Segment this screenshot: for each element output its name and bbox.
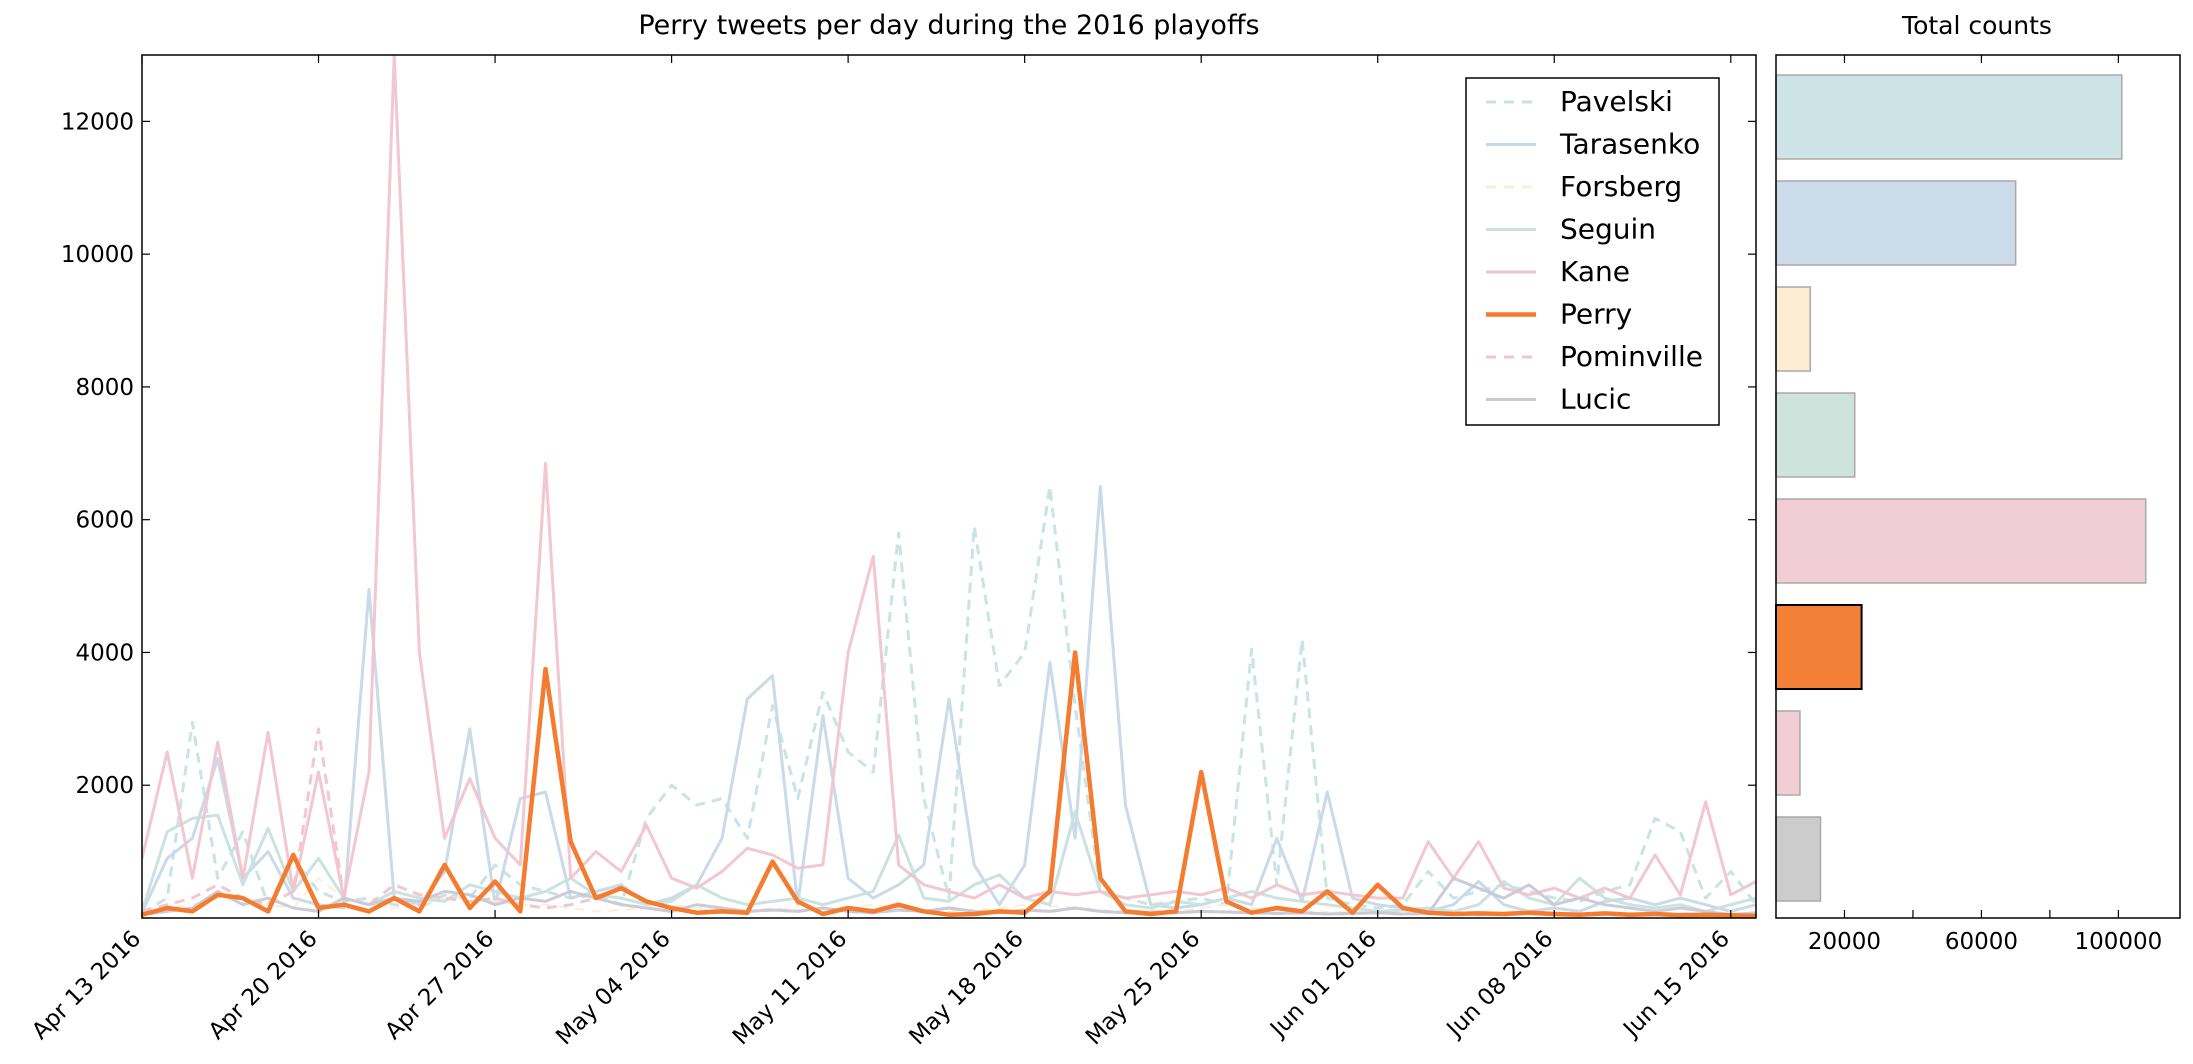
- x-tick-label: Jun 15 2016: [1617, 926, 1735, 1044]
- bar-tarasenko: [1775, 180, 2017, 266]
- x-tick-label: Jun 08 2016: [1441, 926, 1559, 1044]
- line-chart-title: Perry tweets per day during the 2016 pla…: [638, 10, 1259, 41]
- x-tick-label: Apr 20 2016: [204, 926, 323, 1045]
- bar-x-tick-label: 20000: [1808, 929, 1881, 955]
- y-tick-label: 2000: [75, 773, 134, 799]
- x-tick-label: Jun 01 2016: [1264, 926, 1382, 1044]
- x-tick-label: May 25 2016: [1081, 926, 1205, 1050]
- x-tick-label: Apr 13 2016: [27, 926, 146, 1045]
- legend-label: Kane: [1560, 255, 1630, 288]
- legend-label: Perry: [1560, 298, 1632, 331]
- bar-axes: 20000 60000 100000: [1775, 54, 2181, 955]
- series-line-lucic: [142, 876, 1756, 917]
- legend-label: Tarasenko: [1559, 128, 1700, 161]
- bar-pominville: [1775, 710, 1801, 796]
- bar-perry: [1775, 604, 1863, 690]
- y-tick-label: 6000: [75, 508, 134, 534]
- legend-label: Pominville: [1560, 340, 1703, 373]
- y-tick-label: 12000: [61, 109, 134, 135]
- x-tick-label: May 04 2016: [551, 926, 675, 1050]
- bar-forsberg: [1775, 286, 1811, 372]
- y-tick-label: 4000: [75, 640, 134, 666]
- x-tick-label: May 11 2016: [728, 926, 852, 1050]
- series-line-tarasenko: [142, 485, 1756, 914]
- legend-label: Forsberg: [1560, 170, 1682, 203]
- bar-pavelski: [1775, 74, 2123, 160]
- bar-lucic: [1775, 816, 1822, 902]
- series-line-seguin: [142, 810, 1756, 913]
- series-line-kane: [142, 55, 1756, 900]
- legend-label: Lucic: [1560, 383, 1631, 416]
- bar-seguin: [1775, 392, 1856, 478]
- bar-plot-frame: [1775, 54, 2181, 919]
- bar-chart-panel: Total counts 20000 60000 100000: [1775, 11, 2181, 955]
- line-chart-panel: Perry tweets per day during the 2016 pla…: [27, 10, 1757, 1050]
- legend: Pavelski Tarasenko Forsberg Seguin Kane Perry…: [1465, 77, 1720, 426]
- series-line-perry: [142, 650, 1756, 918]
- x-tick-label: May 18 2016: [904, 926, 1028, 1050]
- y-tick-label: 10000: [61, 242, 134, 268]
- x-tick-label: Apr 27 2016: [380, 926, 499, 1045]
- bar-chart-title: Total counts: [1901, 11, 2052, 40]
- bars-group: [1775, 74, 2147, 902]
- legend-box: [1465, 77, 1720, 426]
- bar-kane: [1775, 498, 2147, 584]
- plot-frame: [141, 54, 1757, 919]
- y-tick-label: 8000: [75, 375, 134, 401]
- line-series-group: [142, 55, 1756, 918]
- bar-x-tick-label: 60000: [1945, 929, 2018, 955]
- legend-label: Seguin: [1560, 213, 1656, 246]
- bar-x-tick-label: 100000: [2074, 929, 2162, 955]
- legend-label: Pavelski: [1560, 85, 1673, 118]
